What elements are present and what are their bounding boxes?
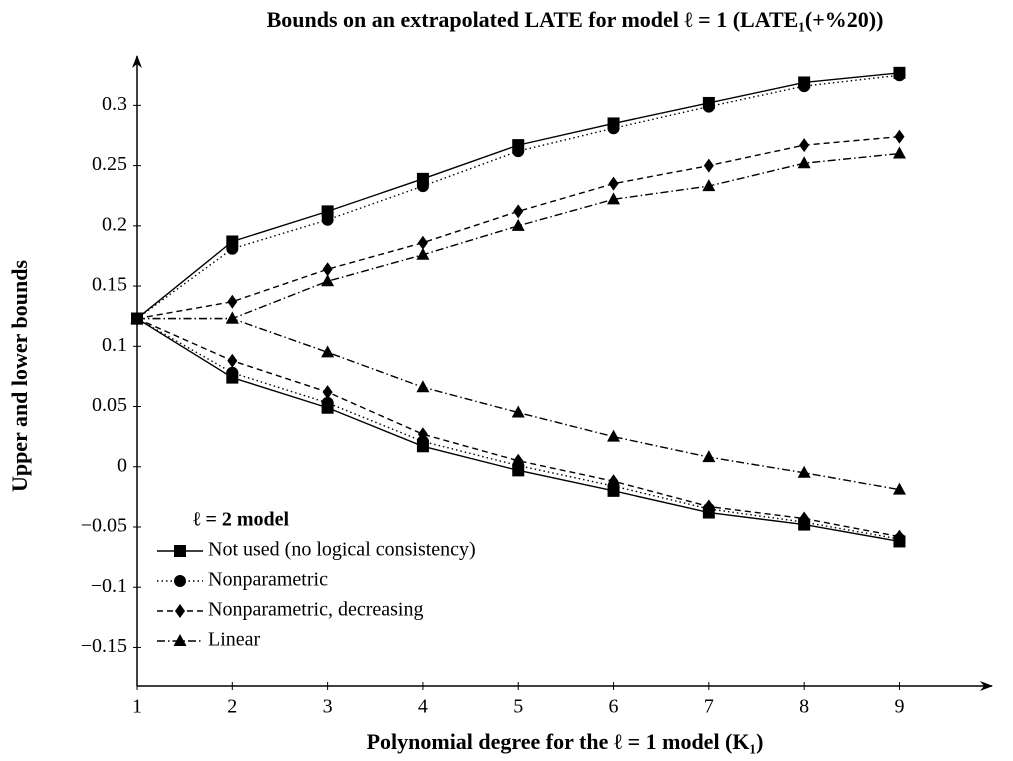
marker	[511, 218, 525, 231]
series-line	[136, 72, 900, 320]
marker	[607, 122, 620, 135]
marker	[894, 529, 905, 544]
marker	[226, 366, 239, 379]
legend-label: Nonparametric, decreasing	[208, 599, 423, 621]
x-axis-label: Polynomial degree for the ℓ = 1 model (K…	[367, 729, 764, 754]
marker	[417, 235, 428, 250]
x-tick-label: 4	[418, 696, 428, 718]
marker	[892, 482, 906, 495]
marker	[321, 274, 335, 287]
marker	[703, 499, 714, 514]
x-tick-label: 7	[704, 696, 714, 718]
series-line	[137, 317, 900, 491]
marker	[225, 311, 239, 324]
marker	[321, 396, 334, 409]
y-tick-label: 0.05	[92, 394, 127, 416]
y-tick-label: 0	[117, 454, 127, 476]
marker	[416, 247, 430, 260]
marker	[227, 353, 238, 368]
marker	[607, 429, 621, 442]
marker	[227, 294, 238, 309]
marker	[798, 80, 811, 93]
y-tick-label: 0.2	[102, 213, 127, 235]
series-line	[136, 74, 900, 320]
marker	[322, 385, 333, 400]
x-tick-label: 5	[513, 696, 523, 718]
marker	[322, 262, 333, 277]
marker	[608, 176, 619, 191]
marker	[797, 156, 811, 169]
marker	[893, 69, 906, 82]
legend-label: Not used (no logical consistency)	[208, 539, 476, 561]
marker	[130, 311, 144, 324]
x-tick-label: 1	[132, 696, 142, 718]
marker	[797, 465, 811, 478]
y-tick-label: −0.15	[81, 635, 127, 657]
y-tick-label: −0.1	[91, 575, 127, 597]
legend-marker	[173, 634, 187, 646]
marker	[892, 146, 906, 159]
marker	[799, 511, 810, 526]
marker	[607, 192, 621, 205]
x-tick-label: 9	[894, 696, 904, 718]
y-tick-label: 0.15	[92, 274, 127, 296]
marker	[321, 205, 334, 218]
marker	[321, 213, 334, 226]
marker	[416, 180, 429, 193]
y-tick-label: −0.05	[81, 515, 127, 537]
series-line	[137, 152, 900, 320]
y-axis-label: Upper and lower bounds	[7, 260, 32, 493]
x-tick-label: 3	[323, 696, 333, 718]
series-line	[136, 317, 900, 538]
legend-marker	[174, 545, 186, 557]
legend-label: Nonparametric	[208, 569, 328, 591]
marker	[417, 427, 428, 442]
marker	[511, 405, 525, 418]
marker	[513, 204, 524, 219]
marker	[512, 145, 525, 158]
y-tick-label: 0.3	[102, 93, 127, 115]
x-tick-label: 8	[799, 696, 809, 718]
marker	[608, 474, 619, 489]
legend-marker	[175, 604, 185, 618]
series-line	[136, 135, 900, 320]
marker	[894, 129, 905, 144]
marker	[513, 453, 524, 468]
legend-label: Linear	[208, 629, 261, 651]
series-line	[136, 317, 900, 540]
marker	[702, 450, 716, 463]
chart-title: Bounds on an extrapolated LATE for model…	[267, 7, 884, 32]
marker	[321, 345, 335, 358]
y-tick-label: 0.1	[102, 334, 127, 356]
marker	[416, 380, 430, 393]
marker	[416, 435, 429, 448]
x-tick-label: 2	[227, 696, 237, 718]
legend-title: ℓ = 2 model	[193, 509, 290, 531]
marker	[799, 138, 810, 153]
y-tick-label: 0.25	[92, 153, 127, 175]
legend-marker	[174, 575, 186, 587]
marker	[702, 179, 716, 192]
marker	[703, 158, 714, 173]
marker	[226, 242, 239, 255]
marker	[702, 100, 715, 113]
x-tick-label: 6	[609, 696, 619, 718]
